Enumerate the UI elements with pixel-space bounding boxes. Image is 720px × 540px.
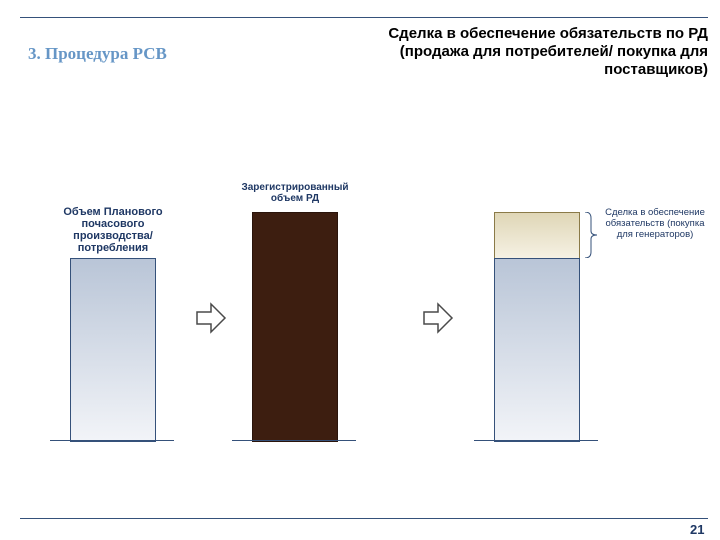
title-line-1: Сделка в обеспечение обязательств по РД (388, 25, 708, 43)
middle-baseline (232, 440, 356, 441)
middle-bar (252, 212, 338, 442)
arrow-1 (193, 300, 229, 336)
right-bar-cap (494, 212, 580, 260)
slide-title: Сделка в обеспечение обязательств по РД … (388, 25, 708, 79)
right-bar-main (494, 258, 580, 442)
page-number: 21 (690, 522, 704, 537)
left-baseline (50, 440, 174, 441)
slide: { "layout": { "width": 720, "height": 54… (0, 0, 720, 540)
left-bar-label: Объем Планового почасового производства/… (42, 206, 184, 254)
top-rule (20, 17, 708, 18)
bottom-rule (20, 518, 708, 519)
right-brace (585, 212, 599, 258)
title-line-2: (продажа для потребителей/ покупка для (388, 43, 708, 61)
left-bar (70, 258, 156, 442)
right-side-label: Сделка в обеспечение обязательств (покуп… (600, 207, 710, 240)
right-baseline (474, 440, 598, 441)
middle-bar-label: Зарегистрированный объем РД (225, 182, 365, 204)
title-line-3: поставщиков) (388, 61, 708, 79)
section-label: 3. Процедура РСВ (28, 44, 167, 64)
arrow-2 (420, 300, 456, 336)
